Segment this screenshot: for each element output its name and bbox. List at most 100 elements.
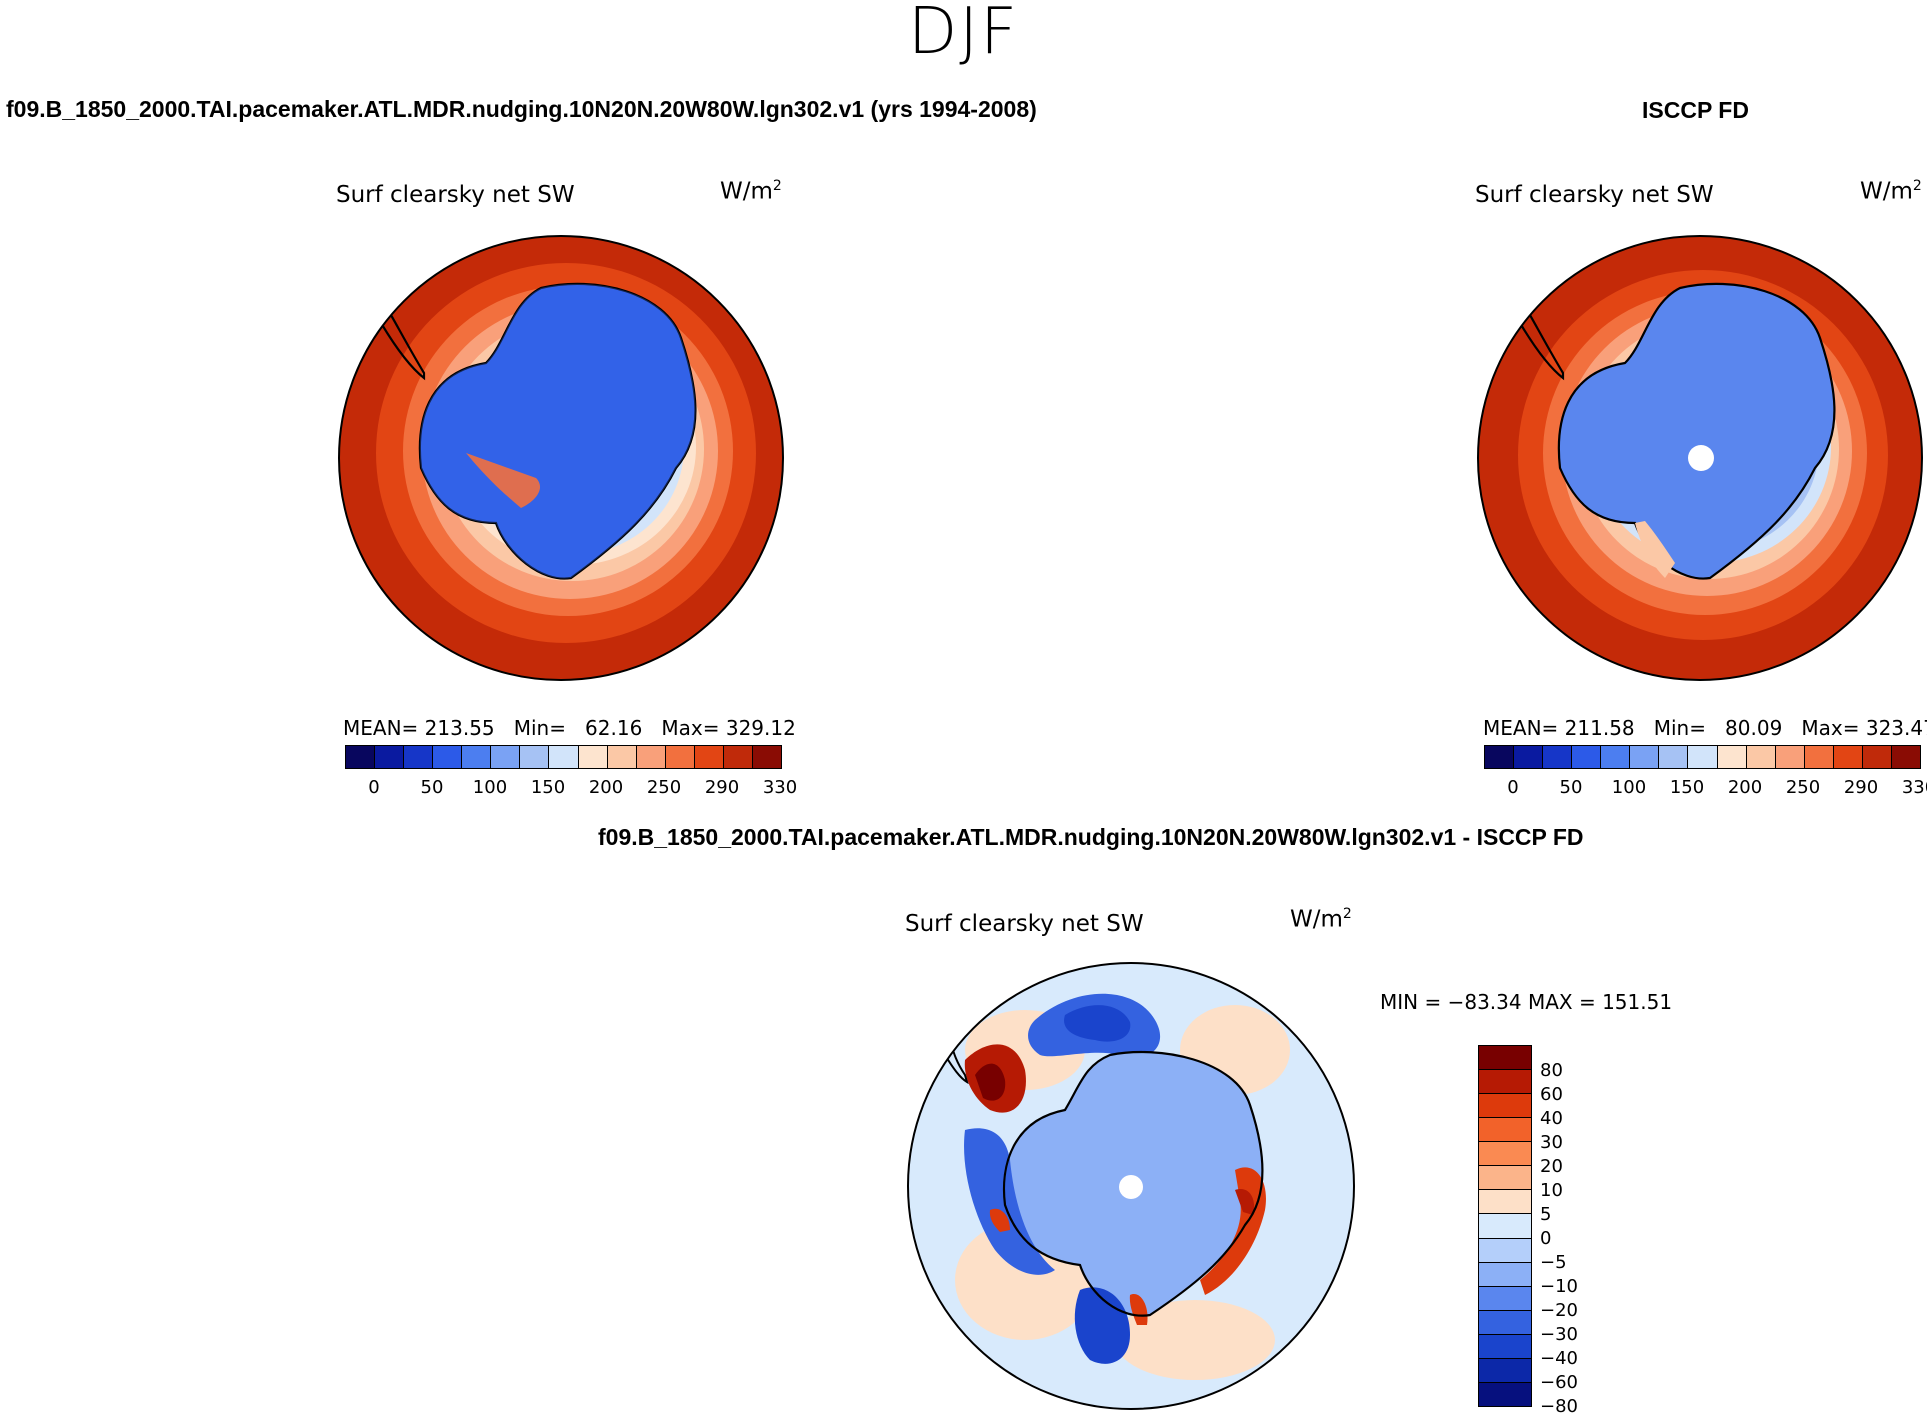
model-colorbar-swatch bbox=[607, 746, 637, 768]
diff-colorbar-swatch bbox=[1479, 1190, 1531, 1215]
model-mean-value: 213.55 bbox=[424, 716, 495, 740]
obs-mean-label: MEAN= bbox=[1483, 716, 1559, 740]
obs-min-label: Min= bbox=[1653, 716, 1706, 740]
model-colorbar-swatch bbox=[491, 746, 521, 768]
diff-colorbar-tick: 30 bbox=[1540, 1132, 1563, 1153]
diff-colorbar-swatch bbox=[1479, 1118, 1531, 1143]
diff-colorbar-tick: 0 bbox=[1540, 1228, 1552, 1249]
diff-colorbar-tick: −20 bbox=[1540, 1300, 1578, 1321]
model-colorbar-tick: 330 bbox=[762, 777, 798, 798]
obs-colorbar-swatch bbox=[1833, 746, 1863, 768]
diff-colorbar-swatch bbox=[1479, 1046, 1531, 1071]
diff-colorbar-swatch bbox=[1479, 1094, 1531, 1119]
model-case-title: f09.B_1850_2000.TAI.pacemaker.ATL.MDR.nu… bbox=[6, 96, 1037, 122]
diff-variable-label: Surf clearsky net SW bbox=[905, 911, 1144, 937]
obs-colorbar-swatch bbox=[1572, 746, 1602, 768]
season-title: DJF bbox=[908, 0, 1019, 69]
obs-colorbar-swatch bbox=[1485, 746, 1515, 768]
model-colorbar-swatch bbox=[636, 746, 666, 768]
model-colorbar-swatch bbox=[578, 746, 608, 768]
obs-colorbar-swatch bbox=[1891, 746, 1920, 768]
obs-variable-label: Surf clearsky net SW bbox=[1475, 182, 1714, 208]
diff-colorbar-tick: −5 bbox=[1540, 1252, 1567, 1273]
diff-colorbar-ticks: 80 60 40 30 20 10 5 0 −5 −10 −20 −30 −40 −60 −80 bbox=[1540, 1045, 1600, 1417]
diff-colorbar-swatch bbox=[1479, 1070, 1531, 1095]
obs-colorbar-swatch bbox=[1659, 746, 1689, 768]
model-colorbar-swatch bbox=[375, 746, 405, 768]
diff-colorbar-tick: 20 bbox=[1540, 1156, 1563, 1177]
model-polar-map bbox=[338, 235, 784, 681]
diff-polar-map bbox=[907, 962, 1355, 1410]
obs-colorbar-tick: 0 bbox=[1507, 777, 1519, 798]
model-colorbar-tick: 100 bbox=[472, 777, 508, 798]
obs-colorbar bbox=[1484, 745, 1921, 769]
obs-colorbar-swatch bbox=[1862, 746, 1892, 768]
model-min-value: 62.16 bbox=[585, 716, 643, 740]
diff-colorbar-tick: 5 bbox=[1540, 1204, 1552, 1225]
obs-colorbar-tick: 100 bbox=[1611, 777, 1647, 798]
diff-colorbar-tick: 10 bbox=[1540, 1180, 1563, 1201]
model-variable-label: Surf clearsky net SW bbox=[336, 182, 575, 208]
obs-max-value: 323.47 bbox=[1865, 716, 1927, 740]
model-colorbar-tick: 250 bbox=[646, 777, 682, 798]
diff-colorbar-tick: −40 bbox=[1540, 1348, 1578, 1369]
obs-colorbar-ticks: 0 50 100 150 200 250 290 330 bbox=[1484, 777, 1927, 799]
model-colorbar bbox=[345, 745, 782, 769]
obs-colorbar-swatch bbox=[1746, 746, 1776, 768]
diff-colorbar-tick: 80 bbox=[1540, 1060, 1563, 1081]
model-max-label: Max= bbox=[661, 716, 720, 740]
model-colorbar-tick: 0 bbox=[368, 777, 380, 798]
diff-colorbar-swatch bbox=[1479, 1262, 1531, 1287]
model-units: W/m2 bbox=[720, 178, 782, 205]
obs-colorbar-tick: 200 bbox=[1727, 777, 1763, 798]
model-colorbar-tick: 50 bbox=[420, 777, 444, 798]
obs-max-label: Max= bbox=[1801, 716, 1860, 740]
model-min-label: Min= bbox=[513, 716, 566, 740]
diff-colorbar-swatch bbox=[1479, 1142, 1531, 1167]
obs-colorbar-swatch bbox=[1775, 746, 1805, 768]
model-colorbar-tick: 200 bbox=[588, 777, 624, 798]
diff-title: f09.B_1850_2000.TAI.pacemaker.ATL.MDR.nu… bbox=[598, 824, 1584, 850]
diff-colorbar-tick: −10 bbox=[1540, 1276, 1578, 1297]
diff-colorbar-tick: −30 bbox=[1540, 1324, 1578, 1345]
model-colorbar-tick: 290 bbox=[704, 777, 740, 798]
model-mean-label: MEAN= bbox=[343, 716, 419, 740]
obs-colorbar-tick: 150 bbox=[1669, 777, 1705, 798]
obs-colorbar-swatch bbox=[1688, 746, 1718, 768]
obs-colorbar-swatch bbox=[1804, 746, 1834, 768]
obs-mean-value: 211.58 bbox=[1564, 716, 1635, 740]
obs-colorbar-tick: 250 bbox=[1785, 777, 1821, 798]
obs-colorbar-swatch bbox=[1514, 746, 1544, 768]
diff-colorbar-swatch bbox=[1479, 1286, 1531, 1311]
diff-minmax: MIN = −83.34 MAX = 151.51 bbox=[1380, 990, 1673, 1014]
model-colorbar-swatch bbox=[404, 746, 434, 768]
model-colorbar-swatch bbox=[462, 746, 492, 768]
obs-colorbar-swatch bbox=[1543, 746, 1573, 768]
model-colorbar-ticks: 0 50 100 150 200 250 290 330 bbox=[345, 777, 797, 799]
model-colorbar-tick: 150 bbox=[530, 777, 566, 798]
diff-colorbar-swatch bbox=[1479, 1166, 1531, 1191]
model-stats: MEAN= 213.55 Min= 62.16 Max= 329.12 bbox=[343, 716, 796, 740]
model-colorbar-swatch bbox=[694, 746, 724, 768]
diff-colorbar-tick: −60 bbox=[1540, 1372, 1578, 1393]
obs-colorbar-tick: 290 bbox=[1843, 777, 1879, 798]
obs-units: W/m2 bbox=[1860, 178, 1922, 205]
diff-colorbar-tick: 60 bbox=[1540, 1084, 1563, 1105]
diff-units: W/m2 bbox=[1290, 906, 1352, 933]
model-colorbar-swatch bbox=[752, 746, 781, 768]
model-colorbar-swatch bbox=[433, 746, 463, 768]
obs-colorbar-swatch bbox=[1717, 746, 1747, 768]
obs-colorbar-swatch bbox=[1601, 746, 1631, 768]
diff-colorbar-swatch bbox=[1479, 1358, 1531, 1383]
diff-colorbar-swatch bbox=[1479, 1334, 1531, 1359]
diff-colorbar-swatch bbox=[1479, 1238, 1531, 1263]
diff-colorbar-swatch bbox=[1479, 1382, 1531, 1406]
obs-polar-map bbox=[1477, 235, 1923, 681]
diff-colorbar bbox=[1478, 1045, 1532, 1407]
obs-colorbar-tick: 50 bbox=[1559, 777, 1583, 798]
obs-min-value: 80.09 bbox=[1725, 716, 1783, 740]
diff-colorbar-swatch bbox=[1479, 1214, 1531, 1239]
obs-title: ISCCP FD bbox=[1642, 97, 1749, 123]
model-colorbar-swatch bbox=[549, 746, 579, 768]
obs-stats: MEAN= 211.58 Min= 80.09 Max= 323.47 bbox=[1483, 716, 1927, 740]
